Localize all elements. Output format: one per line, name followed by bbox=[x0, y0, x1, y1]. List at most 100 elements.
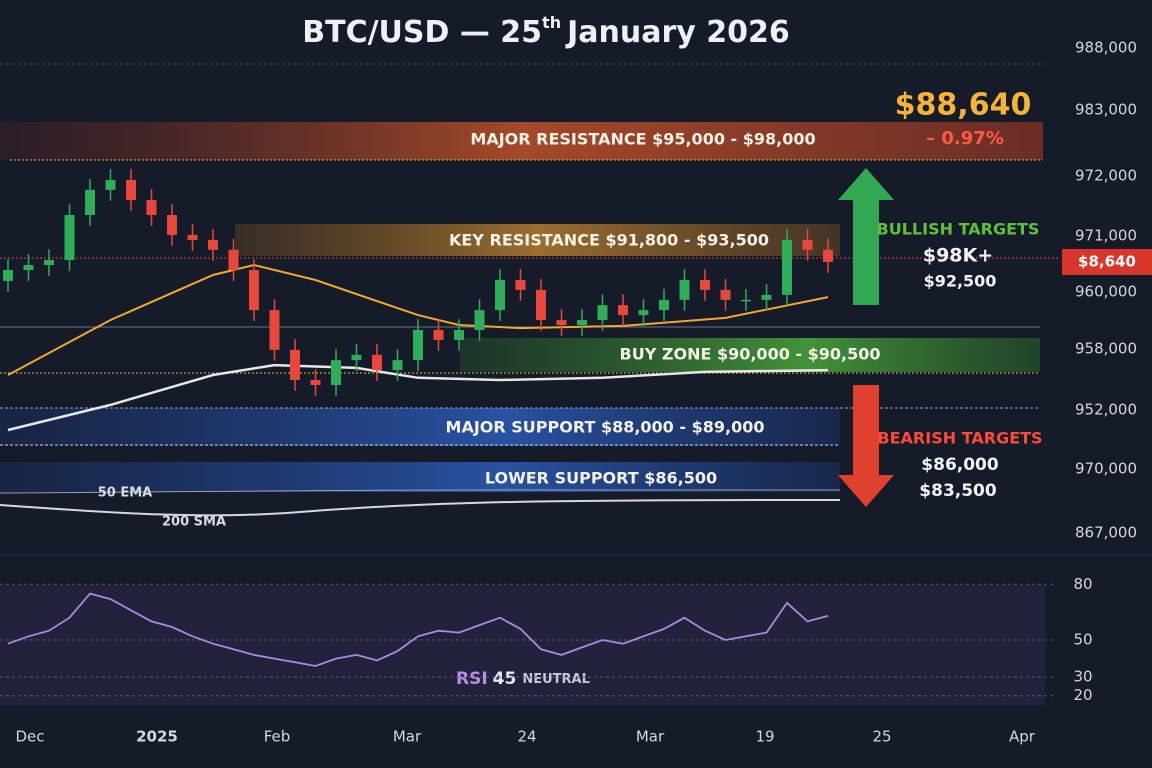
y-axis-label: 971,000 bbox=[1075, 227, 1137, 245]
x-axis-label: 19 bbox=[755, 728, 774, 746]
price-tag-box bbox=[1062, 249, 1152, 275]
bearish-target: $86,000 bbox=[921, 455, 999, 475]
y-axis-label: 958,000 bbox=[1075, 340, 1137, 358]
rsi-tick-label: 80 bbox=[1073, 575, 1092, 593]
candle-body bbox=[167, 215, 177, 235]
rsi-label: RSI 45 NEUTRAL bbox=[456, 669, 590, 689]
candle-body bbox=[126, 179, 136, 201]
y-axis-label: 960,000 bbox=[1075, 283, 1137, 301]
chart-title: BTC/USD — 25th January 2026 bbox=[302, 13, 790, 50]
title-part: BTC/USD — 25 bbox=[302, 15, 542, 50]
rsi-name: RSI bbox=[456, 669, 488, 689]
candle-body bbox=[228, 249, 239, 271]
candle-body bbox=[577, 320, 587, 326]
ma-guide bbox=[0, 499, 841, 517]
y-axis-label: 972,000 bbox=[1075, 167, 1137, 185]
candle-body bbox=[536, 289, 546, 321]
rsi-tick-label: 30 bbox=[1073, 668, 1092, 686]
price-tag: $8,640 bbox=[1078, 253, 1136, 271]
candle-body bbox=[700, 279, 710, 290]
candle-body bbox=[802, 239, 813, 250]
candle-body bbox=[433, 329, 444, 340]
x-axis-label: Dec bbox=[15, 728, 44, 746]
y-axis-label: 988,000 bbox=[1075, 39, 1137, 57]
marks bbox=[3, 169, 833, 432]
candle-body bbox=[597, 305, 608, 321]
x-axis-label: Mar bbox=[393, 728, 422, 746]
candle-body bbox=[105, 179, 116, 190]
title-part: th bbox=[542, 13, 561, 32]
x-axis-label: Apr bbox=[1009, 728, 1036, 746]
major-support-zone bbox=[0, 408, 840, 446]
x-axis-label: Mar bbox=[636, 728, 665, 746]
candle-body bbox=[187, 234, 198, 240]
change: – 0.97% bbox=[926, 128, 1004, 149]
x-axis-label: 24 bbox=[517, 728, 536, 746]
zone-label: KEY RESISTANCE $91,800 - $93,500 bbox=[449, 231, 769, 250]
ma-guide bbox=[0, 489, 840, 494]
rsi-state: NEUTRAL bbox=[522, 672, 590, 687]
candle-body bbox=[823, 249, 833, 262]
x-axis-label: 25 bbox=[872, 728, 891, 746]
candle-body bbox=[3, 270, 13, 281]
rsi-reading: 45 bbox=[493, 669, 517, 689]
y-axis-label: 952,000 bbox=[1075, 401, 1137, 419]
candle-body bbox=[269, 310, 280, 350]
candle-body bbox=[413, 329, 423, 361]
candle-body bbox=[146, 200, 157, 216]
zone-label: MAJOR RESISTANCE $95,000 - $98,000 bbox=[470, 130, 815, 149]
candle-body bbox=[290, 349, 300, 381]
candle-body bbox=[515, 279, 526, 290]
sma-line bbox=[7, 363, 829, 432]
rsi-panel bbox=[0, 585, 1045, 705]
candle-body bbox=[208, 239, 218, 250]
zone-label: MAJOR SUPPORT $88,000 - $89,000 bbox=[446, 418, 765, 437]
candle-body bbox=[720, 289, 731, 300]
bullish-arrow bbox=[838, 168, 894, 305]
candle-body bbox=[64, 215, 75, 261]
major-resistance-zone bbox=[0, 122, 1043, 160]
candle-body bbox=[761, 294, 772, 300]
ema-label: 50 EMA bbox=[98, 486, 153, 501]
candle-body bbox=[638, 310, 649, 316]
y-axis-label: 867,000 bbox=[1075, 524, 1137, 542]
bullish-target: $98K+ bbox=[923, 245, 993, 267]
candle-body bbox=[331, 360, 341, 385]
zone-label: LOWER SUPPORT $86,500 bbox=[485, 469, 717, 488]
candle-body bbox=[556, 320, 567, 326]
bullish-title: BULLISH TARGETS bbox=[877, 220, 1040, 239]
candle-body bbox=[659, 299, 669, 311]
candle-body bbox=[679, 279, 690, 300]
x-axis-label: Feb bbox=[264, 728, 291, 746]
title-part: January 2026 bbox=[565, 15, 790, 50]
candle-body bbox=[474, 310, 485, 330]
candle-body bbox=[85, 189, 95, 216]
candle-body bbox=[44, 260, 54, 266]
y-axis-label: 983,000 bbox=[1075, 101, 1137, 119]
rsi-tick-label: 20 bbox=[1073, 686, 1092, 704]
x-axis-label: 2025 bbox=[136, 728, 178, 746]
buy-zone bbox=[460, 338, 1040, 372]
candle-body bbox=[372, 354, 382, 371]
zone-label: BUY ZONE $90,000 - $90,500 bbox=[620, 345, 881, 364]
sma-label: 200 SMA bbox=[162, 515, 226, 530]
lower-support-zone bbox=[0, 462, 840, 492]
rsi-line bbox=[7, 592, 829, 667]
candle-body bbox=[618, 305, 628, 316]
bearish-arrow bbox=[838, 385, 894, 507]
candle-body bbox=[454, 329, 464, 340]
bearish-title: BEARISH TARGETS bbox=[877, 429, 1042, 448]
ema-line bbox=[7, 263, 829, 376]
candle-body bbox=[351, 354, 362, 361]
candle-body bbox=[249, 270, 259, 311]
candle-body bbox=[741, 299, 751, 302]
price: $88,640 bbox=[895, 88, 1032, 123]
candle-body bbox=[782, 239, 792, 295]
bearish-target: $83,500 bbox=[919, 481, 997, 501]
y-axis-label: 970,000 bbox=[1075, 460, 1137, 478]
candle-body bbox=[495, 279, 505, 311]
bullish-target: $92,500 bbox=[924, 272, 997, 291]
key-resistance-zone bbox=[235, 224, 840, 256]
candle-body bbox=[310, 380, 321, 385]
